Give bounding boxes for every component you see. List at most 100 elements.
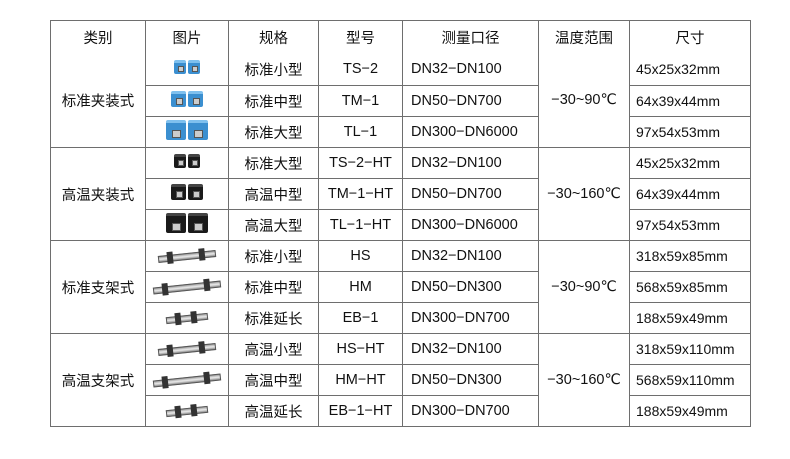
model-cell: HS−HT: [318, 333, 403, 365]
size-cell: 97x54x53mm: [629, 209, 751, 241]
range-cell: DN300−DN6000: [402, 116, 539, 148]
size-cell: 45x25x32mm: [629, 53, 751, 86]
size-cell: 318x59x85mm: [629, 240, 751, 272]
rail-mount-sensor-icon: [152, 280, 222, 295]
table-row: 高温中型 HM−HT DN50−DN300 568x59x110mm: [51, 364, 751, 396]
table-row: 标准夹装式 标准小型 TS−2 DN32−DN100 −30~90℃ 45x25x32mm: [50, 53, 751, 148]
picture-cell: [145, 53, 229, 86]
black-clamp-sensor-icon: [174, 154, 200, 168]
range-cell: DN300−DN700: [402, 302, 539, 334]
ht-rail-mount-sensor-icon: [152, 373, 222, 388]
picture-cell: [145, 240, 229, 272]
range-cell: DN32−DN100: [402, 147, 539, 179]
range-cell: DN300−DN6000: [402, 209, 539, 241]
rail-mount-sensor-icon: [157, 249, 217, 264]
spec-cell: 高温中型: [228, 364, 319, 396]
size-cell: 568x59x110mm: [629, 364, 751, 396]
temp-cell: −30~160℃: [538, 333, 630, 427]
table-row: 高温夹装式 标准大型 TS−2−HT DN32−DN100 −30~160℃ 45x25x…: [50, 147, 751, 241]
header-model: 型号: [318, 20, 403, 53]
spec-cell: 标准大型: [228, 116, 319, 148]
black-clamp-sensor-icon: [171, 184, 203, 200]
header-temp: 温度范围: [538, 20, 630, 53]
model-cell: TS−2: [318, 53, 403, 86]
size-cell: 318x59x110mm: [629, 333, 751, 365]
blue-clamp-sensor-icon: [174, 60, 200, 74]
size-cell: 64x39x44mm: [629, 85, 751, 117]
table-row: 标准中型 HM DN50−DN300 568x59x85mm: [51, 271, 751, 303]
range-cell: DN50−DN700: [402, 85, 539, 117]
table-row: 标准中型 TM−1 DN50−DN700 64x39x44mm: [51, 85, 751, 117]
model-cell: EB−1−HT: [318, 395, 403, 427]
category-cell: 高温夹装式: [50, 147, 146, 241]
size-cell: 64x39x44mm: [629, 178, 751, 210]
table-row: 标准延长 EB−1 DN300−DN700 188x59x49mm: [51, 302, 751, 334]
picture-cell: [145, 333, 229, 365]
picture-cell: [145, 395, 229, 427]
model-cell: EB−1: [318, 302, 403, 334]
header-range: 测量口径: [402, 20, 539, 53]
ht-rail-mount-sensor-icon: [165, 405, 209, 418]
range-cell: DN50−DN300: [402, 364, 539, 396]
temp-cell: −30~90℃: [538, 240, 630, 334]
table-row: 高温大型 TL−1−HT DN300−DN6000 97x54x53mm: [51, 209, 751, 241]
model-cell: TS−2−HT: [318, 147, 403, 179]
picture-cell: [145, 209, 229, 241]
category-cell: 标准夹装式: [50, 53, 146, 148]
picture-cell: [145, 116, 229, 148]
range-cell: DN32−DN100: [402, 333, 539, 365]
picture-cell: [145, 271, 229, 303]
picture-cell: [145, 364, 229, 396]
black-clamp-sensor-icon: [166, 213, 208, 233]
picture-cell: [145, 147, 229, 179]
header-category: 类别: [50, 20, 146, 53]
rail-mount-sensor-icon: [165, 312, 209, 325]
header-size: 尺寸: [629, 20, 751, 53]
spec-cell: 高温小型: [228, 333, 319, 365]
picture-cell: [145, 302, 229, 334]
range-cell: DN32−DN100: [402, 240, 539, 272]
spec-cell: 标准小型: [228, 53, 319, 86]
range-cell: DN50−DN700: [402, 178, 539, 210]
header-picture: 图片: [145, 20, 229, 53]
blue-clamp-sensor-icon: [166, 120, 208, 140]
category-cell: 高温支架式: [50, 333, 146, 427]
range-cell: DN300−DN700: [402, 395, 539, 427]
table-row: 高温中型 TM−1−HT DN50−DN700 64x39x44mm: [51, 178, 751, 210]
size-cell: 188x59x49mm: [629, 302, 751, 334]
model-cell: TL−1: [318, 116, 403, 148]
range-cell: DN50−DN300: [402, 271, 539, 303]
model-cell: TM−1: [318, 85, 403, 117]
spec-cell: 高温延长: [228, 395, 319, 427]
model-cell: TM−1−HT: [318, 178, 403, 210]
spec-cell: 标准延长: [228, 302, 319, 334]
blue-clamp-sensor-icon: [171, 91, 203, 107]
size-cell: 568x59x85mm: [629, 271, 751, 303]
range-cell: DN32−DN100: [402, 53, 539, 86]
spec-cell: 标准大型: [228, 147, 319, 179]
spec-cell: 高温大型: [228, 209, 319, 241]
model-cell: HM: [318, 271, 403, 303]
size-cell: 45x25x32mm: [629, 147, 751, 179]
size-cell: 97x54x53mm: [629, 116, 751, 148]
table-row: 高温支架式 高温小型 HS−HT DN32−DN100 −30~160℃ 318x59x1…: [50, 333, 751, 427]
picture-cell: [145, 178, 229, 210]
table-row: 标准支架式 标准小型 HS DN32−DN100 −30~90℃ 318x59x85mm: [50, 240, 751, 334]
ht-rail-mount-sensor-icon: [157, 342, 217, 357]
table-row: 高温延长 EB−1−HT DN300−DN700 188x59x49mm: [51, 395, 751, 427]
model-cell: HS: [318, 240, 403, 272]
picture-cell: [145, 85, 229, 117]
product-spec-table: 类别 图片 规格 型号 测量口径 温度范围 尺寸 标准夹装式 标准小型 TS−2 DN…: [50, 20, 751, 427]
spec-cell: 高温中型: [228, 178, 319, 210]
model-cell: HM−HT: [318, 364, 403, 396]
category-cell: 标准支架式: [50, 240, 146, 334]
spec-cell: 标准小型: [228, 240, 319, 272]
model-cell: TL−1−HT: [318, 209, 403, 241]
header-spec: 规格: [228, 20, 319, 53]
spec-cell: 标准中型: [228, 271, 319, 303]
temp-cell: −30~160℃: [538, 147, 630, 241]
header-row: 类别 图片 规格 型号 测量口径 温度范围 尺寸: [50, 20, 751, 53]
size-cell: 188x59x49mm: [629, 395, 751, 427]
spec-cell: 标准中型: [228, 85, 319, 117]
temp-cell: −30~90℃: [538, 53, 630, 148]
